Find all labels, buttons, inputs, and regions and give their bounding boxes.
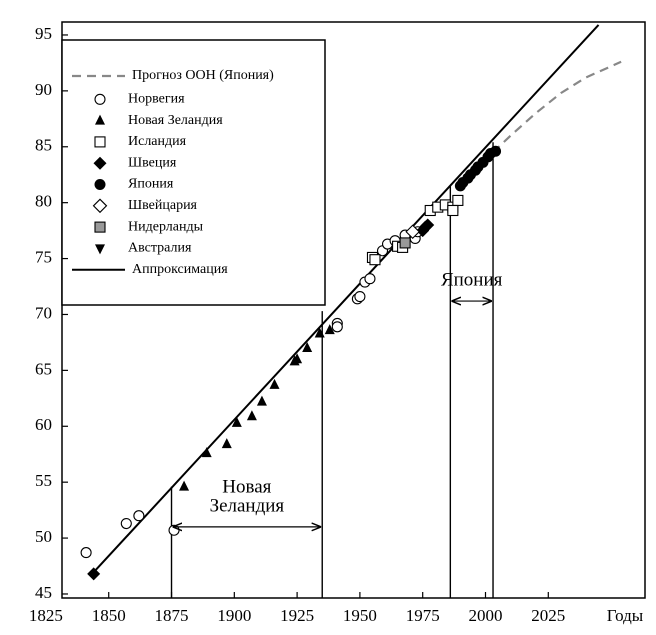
legend-swatch <box>94 93 106 105</box>
legend-swatch <box>95 244 105 255</box>
fit-line <box>90 24 600 576</box>
x-tick-label: 1950 <box>343 606 377 625</box>
legend-swatch <box>94 221 106 233</box>
point <box>490 145 502 157</box>
point <box>399 237 411 249</box>
point <box>405 224 420 240</box>
legend-label: Норвегия <box>128 92 185 107</box>
legend-label: Австралия <box>128 241 192 256</box>
point <box>87 567 101 581</box>
legend-label: Новая Зеландия <box>128 113 223 128</box>
y-tick-label: 70 <box>35 303 52 322</box>
point <box>447 204 459 217</box>
point <box>201 447 212 458</box>
legend-label: Швейцария <box>128 198 198 213</box>
y-tick-label: 45 <box>35 583 52 602</box>
plot-frame <box>61 21 646 599</box>
annotation: Япония <box>441 269 503 290</box>
plot-area <box>80 24 622 598</box>
point <box>120 517 132 530</box>
point <box>302 342 313 353</box>
point <box>246 410 257 421</box>
point <box>354 291 366 303</box>
legend-swatch <box>92 198 108 214</box>
legend-swatch <box>94 179 106 190</box>
point <box>269 378 280 389</box>
y-tick-label: 50 <box>35 527 52 546</box>
legend-label: Исландия <box>128 134 187 149</box>
y-tick-label: 60 <box>35 415 52 434</box>
point <box>324 324 335 335</box>
point <box>133 510 145 522</box>
point <box>369 254 381 266</box>
x-tick-label: 2025 <box>531 606 565 625</box>
point <box>80 547 92 559</box>
y-tick-label: 90 <box>35 80 52 99</box>
point <box>256 395 267 406</box>
y-tick-label: 55 <box>35 471 52 490</box>
legend-swatch <box>94 136 106 148</box>
point <box>421 218 435 232</box>
legend-swatch <box>95 114 105 125</box>
x-tick-label: 2000 <box>468 606 502 625</box>
x-tick-label: 1925 <box>280 606 314 625</box>
legend-label: Япония <box>128 177 174 192</box>
x-tick-label: 1825 <box>29 606 63 625</box>
forecast-line <box>492 60 622 154</box>
point <box>314 327 325 338</box>
y-tick-label: 80 <box>35 192 52 211</box>
x-tick-label: 1900 <box>217 606 251 625</box>
y-tick-label: 95 <box>35 24 52 43</box>
annotation: Новая <box>222 476 271 497</box>
point <box>292 353 303 364</box>
legend-swatch <box>93 156 107 170</box>
legend-label: Прогноз ООН (Япония) <box>132 68 274 83</box>
x-axis-label: Годы <box>607 606 644 625</box>
annotation: Зеландия <box>210 495 285 516</box>
point <box>364 273 376 285</box>
point <box>221 438 232 449</box>
point <box>452 194 464 206</box>
x-tick-label: 1875 <box>155 606 189 625</box>
legend <box>61 39 326 306</box>
y-tick-label: 85 <box>35 136 52 155</box>
legend-label: Нидерланды <box>128 219 204 234</box>
point <box>331 321 343 333</box>
x-tick-label: 1850 <box>92 606 126 625</box>
point <box>179 480 190 491</box>
legend-label: Аппроксимация <box>132 262 228 277</box>
y-tick-label: 65 <box>35 359 52 378</box>
x-tick-label: 1975 <box>406 606 440 625</box>
legend-label: Швеция <box>128 155 177 170</box>
point <box>231 416 242 427</box>
y-tick-label: 75 <box>35 247 52 266</box>
